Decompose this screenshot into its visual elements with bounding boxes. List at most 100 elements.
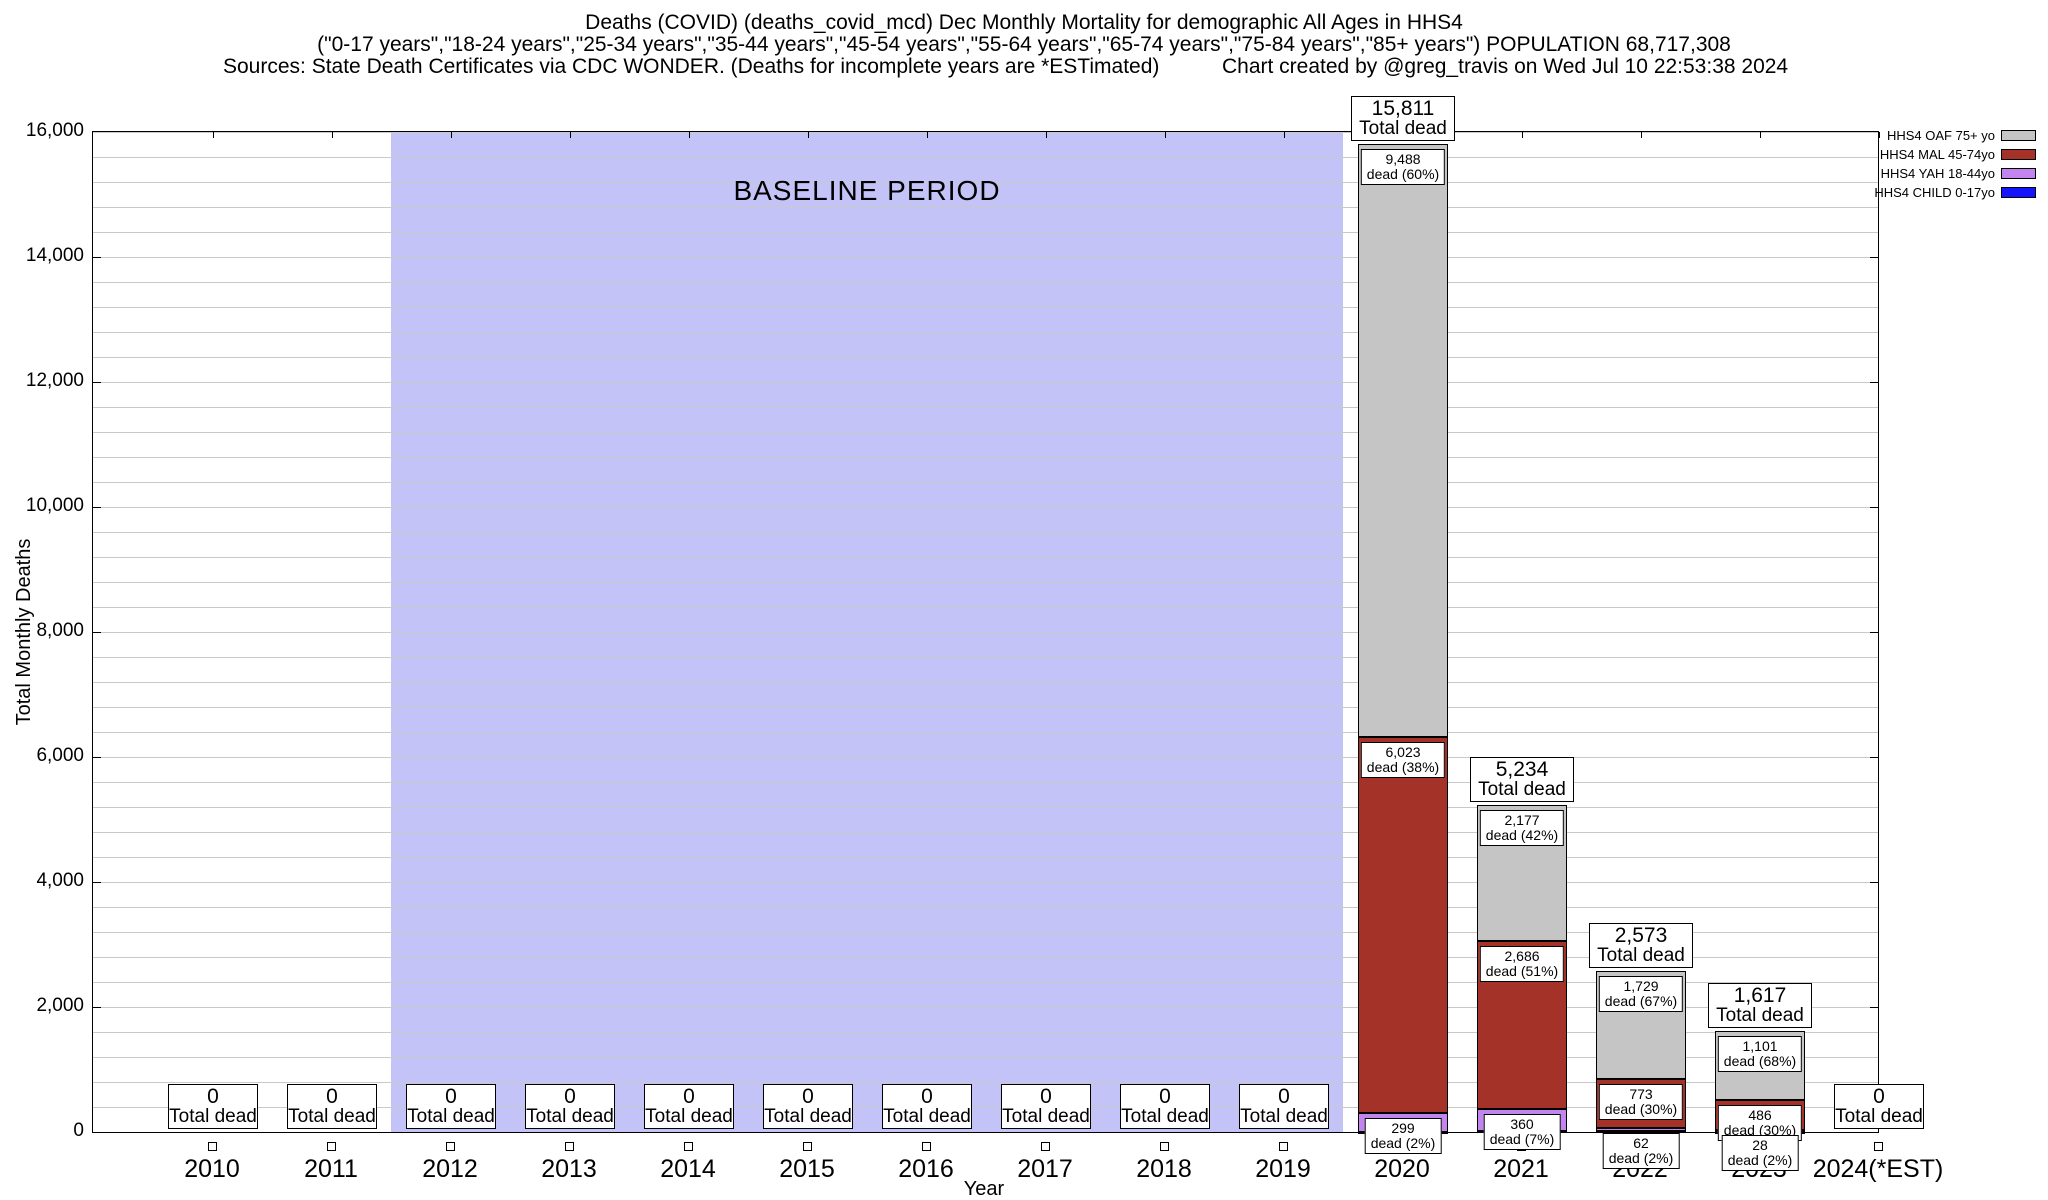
gridlines	[93, 132, 1878, 1132]
total-dead-box: 0 Total dead	[1001, 1084, 1091, 1129]
total-dead-caption: Total dead	[1002, 1106, 1090, 1127]
x-top-tick	[1522, 132, 1523, 138]
legend-row: HHS4 YAH 18-44yo	[1874, 164, 2036, 183]
segment-label: 28 dead (2%)	[1721, 1135, 1799, 1171]
total-dead-caption: Total dead	[1597, 945, 1685, 966]
year-label: 2010	[184, 1155, 240, 1183]
segment-value: 9,488	[1385, 151, 1421, 167]
zero-marker-square	[446, 1142, 455, 1151]
legend-swatch	[2001, 187, 2036, 198]
baseline-period-label: BASELINE PERIOD	[733, 175, 1001, 206]
zero-marker-square	[1041, 1142, 1050, 1151]
year-label: 2018	[1136, 1155, 1192, 1183]
bar-segment	[1358, 737, 1448, 1113]
total-dead-value: 0	[1040, 1085, 1052, 1108]
segment-label: 1,101 dead (68%)	[1717, 1036, 1803, 1072]
x-top-tick	[1641, 132, 1642, 138]
segment-caption: dead (51%)	[1485, 963, 1559, 979]
total-dead-caption: Total dead	[288, 1106, 376, 1127]
legend-label: HHS4 OAF 75+ yo	[1886, 128, 1995, 143]
zero-marker-square	[803, 1142, 812, 1151]
y-major-tick-left	[93, 757, 101, 758]
bars-layer: 0 Total dead 0 Total dead 0 Total dead 0 Total …	[93, 96, 1924, 1171]
y-major-tick-left	[93, 1007, 101, 1008]
chart-title-line2: ("0-17 years","18-24 years","25-34 years…	[317, 33, 1731, 56]
segment-caption: dead (2%)	[1608, 1150, 1674, 1166]
total-dead-box: 0 Total dead	[525, 1084, 615, 1129]
x-top-tick	[1879, 132, 1880, 138]
segment-caption: dead (38%)	[1366, 759, 1440, 775]
year-label: 2014	[660, 1155, 716, 1183]
segment-value: 2,177	[1504, 812, 1540, 828]
y-tick-label: 0	[73, 1120, 84, 1141]
x-axis-title: Year	[963, 1178, 1005, 1200]
total-dead-value: 0	[326, 1085, 338, 1108]
zero-marker-square	[922, 1142, 931, 1151]
plot-area: BASELINE PERIOD 0 Total dead 0 Total dead 0 T…	[92, 96, 1924, 1171]
total-dead-value: 0	[683, 1085, 695, 1108]
legend-row: HHS4 CHILD 0-17yo	[1874, 183, 2036, 202]
total-dead-box: 5,234 Total dead	[1470, 757, 1574, 802]
total-dead-caption: Total dead	[1835, 1106, 1923, 1127]
total-dead-box: 1,617 Total dead	[1708, 983, 1812, 1028]
total-dead-value: 0	[802, 1085, 814, 1108]
segment-value: 28	[1752, 1137, 1768, 1153]
y-major-tick-right	[1870, 382, 1878, 383]
segment-label: 2,177 dead (42%)	[1479, 810, 1565, 846]
segment-label: 62 dead (2%)	[1602, 1133, 1680, 1169]
total-dead-caption: Total dead	[764, 1106, 852, 1127]
y-major-tick-right	[1870, 757, 1878, 758]
total-dead-box: 0 Total dead	[763, 1084, 853, 1129]
x-top-tick	[332, 132, 333, 138]
total-dead-value: 5,234	[1495, 758, 1549, 781]
y-tick-label: 4,000	[36, 870, 84, 891]
legend-swatch	[2001, 149, 2036, 160]
zero-marker-square	[684, 1142, 693, 1151]
x-top-tick	[689, 132, 690, 138]
zero-marker-square	[1160, 1142, 1169, 1151]
zero-marker-square	[1874, 1142, 1883, 1151]
year-label: 2017	[1017, 1155, 1073, 1183]
total-dead-box: 0 Total dead	[1239, 1084, 1329, 1129]
y-major-tick-left	[93, 382, 101, 383]
y-tick-label: 6,000	[36, 745, 84, 766]
chart-credit-note: Chart created by @greg_travis on Wed Jul…	[1222, 55, 1789, 78]
segment-label: 2,686 dead (51%)	[1479, 946, 1565, 982]
segment-value: 1,729	[1623, 978, 1659, 994]
segment-label: 1,729 dead (67%)	[1598, 976, 1684, 1012]
segment-value: 62	[1633, 1135, 1649, 1151]
total-dead-caption: Total dead	[1240, 1106, 1328, 1127]
segment-caption: dead (2%)	[1370, 1135, 1436, 1151]
zero-marker-square	[327, 1142, 336, 1151]
total-dead-caption: Total dead	[407, 1106, 495, 1127]
segment-label: 773 dead (30%)	[1598, 1084, 1684, 1120]
y-tick-label: 10,000	[25, 495, 84, 516]
x-top-tick	[927, 132, 928, 138]
total-dead-value: 1,617	[1733, 984, 1787, 1007]
total-dead-value: 0	[1278, 1085, 1290, 1108]
total-dead-value: 2,573	[1614, 924, 1668, 947]
total-dead-caption: Total dead	[526, 1106, 614, 1127]
x-top-tick	[451, 132, 452, 138]
segment-value: 773	[1629, 1086, 1653, 1102]
total-dead-box: 0 Total dead	[644, 1084, 734, 1129]
year-label: 2013	[541, 1155, 597, 1183]
year-label: 2021	[1493, 1155, 1549, 1183]
y-major-tick-left	[93, 257, 101, 258]
segment-value: 360	[1510, 1116, 1534, 1132]
bar-segment	[1358, 144, 1448, 737]
y-tick-label: 12,000	[25, 370, 84, 391]
segment-label: 360 dead (7%)	[1483, 1114, 1561, 1150]
segment-label: 299 dead (2%)	[1364, 1118, 1442, 1154]
legend-label: HHS4 YAH 18-44yo	[1880, 166, 1995, 181]
segment-label: 6,023 dead (38%)	[1360, 742, 1446, 778]
segment-value: 6,023	[1385, 744, 1421, 760]
legend-row: HHS4 OAF 75+ yo	[1874, 126, 2036, 145]
segment-caption: dead (67%)	[1604, 993, 1678, 1009]
total-dead-caption: Total dead	[169, 1106, 257, 1127]
bar-segment	[1596, 1128, 1686, 1131]
y-major-tick-right	[1870, 632, 1878, 633]
year-label: 2012	[422, 1155, 478, 1183]
y-major-tick-left	[93, 882, 101, 883]
